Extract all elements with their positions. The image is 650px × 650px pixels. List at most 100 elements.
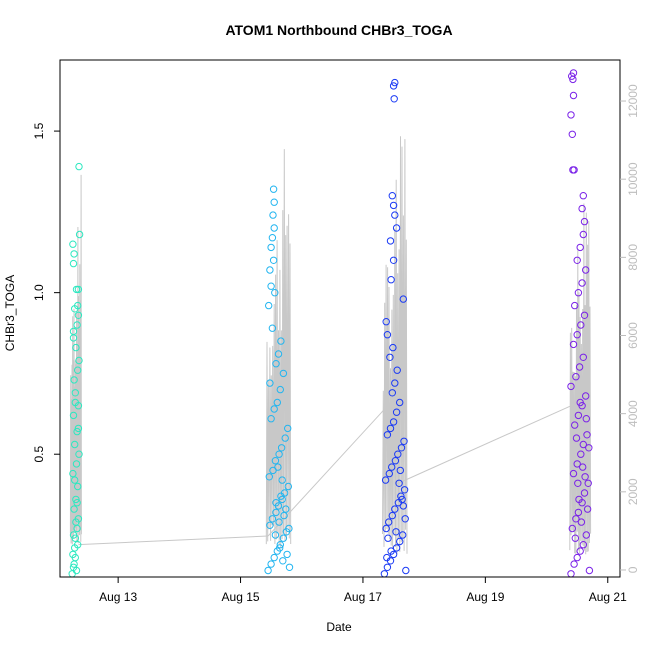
data-point-s1-22 bbox=[74, 366, 82, 374]
data-point-s4-43 bbox=[568, 130, 576, 139]
y-tick-label-3: 1.5 bbox=[32, 122, 46, 139]
data-point-s1-26 bbox=[73, 321, 81, 329]
data-point-s1-15 bbox=[75, 450, 83, 458]
data-point-s3-20 bbox=[394, 450, 402, 458]
data-point-s2-2 bbox=[267, 560, 275, 568]
data-point-s3-32 bbox=[389, 343, 397, 352]
data-point-s4-19 bbox=[571, 421, 579, 429]
data-point-s2-22 bbox=[284, 424, 292, 433]
data-point-s1-24 bbox=[72, 343, 80, 352]
data-point-s2-29 bbox=[272, 360, 280, 368]
data-point-s4-15 bbox=[573, 460, 581, 468]
data-point-s2-19 bbox=[275, 450, 283, 458]
data-point-s2-16 bbox=[265, 473, 273, 481]
data-point-s2-54 bbox=[279, 557, 287, 565]
data-point-s4-38 bbox=[580, 217, 589, 226]
data-point-s3-29 bbox=[391, 379, 399, 387]
data-point-s1-38 bbox=[74, 541, 82, 549]
data-point-s2-40 bbox=[270, 224, 278, 232]
altitude-trace-flight-4 bbox=[569, 203, 592, 555]
data-point-s3-53 bbox=[399, 502, 407, 510]
data-point-s4-8 bbox=[568, 524, 576, 533]
data-point-s1-44 bbox=[69, 327, 78, 336]
data-point-s4-35 bbox=[573, 256, 581, 264]
data-point-s2-42 bbox=[270, 198, 278, 206]
data-point-s3-27 bbox=[396, 398, 404, 407]
data-point-s1-37 bbox=[71, 553, 80, 562]
data-point-s2-46 bbox=[278, 476, 286, 484]
data-point-s3-34 bbox=[382, 318, 390, 326]
data-point-s4-33 bbox=[578, 279, 586, 287]
data-point-s3-39 bbox=[392, 224, 401, 232]
data-point-s4-54 bbox=[574, 479, 582, 487]
data-point-s4-7 bbox=[585, 566, 594, 575]
data-point-s4-42 bbox=[570, 166, 578, 174]
data-point-s3-23 bbox=[383, 431, 392, 439]
data-point-s2-23 bbox=[267, 415, 275, 423]
data-point-s2-39 bbox=[268, 234, 277, 242]
chart-title: ATOM1 Northbound CHBr3_TOGA bbox=[225, 22, 452, 38]
data-point-s3-18 bbox=[388, 463, 396, 471]
altitude-trace-flight-1 bbox=[69, 174, 82, 545]
data-point-s3-11 bbox=[388, 511, 396, 520]
data-point-s2-26 bbox=[276, 385, 284, 394]
data-point-s4-26 bbox=[579, 353, 587, 361]
data-point-s3-50 bbox=[387, 547, 395, 555]
data-point-s2-43 bbox=[269, 185, 278, 193]
data-point-s4-49 bbox=[575, 495, 583, 504]
data-point-s4-16 bbox=[577, 450, 585, 458]
data-point-s1-16 bbox=[71, 440, 79, 449]
data-point-s1-27 bbox=[74, 311, 83, 319]
data-point-s4-3 bbox=[573, 553, 581, 562]
altitude-connector-2 bbox=[267, 397, 396, 537]
data-point-s4-6 bbox=[582, 531, 590, 539]
data-point-s4-27 bbox=[569, 340, 578, 349]
data-point-s1-18 bbox=[69, 411, 78, 420]
data-point-s1-7 bbox=[69, 531, 78, 539]
data-point-s3-7 bbox=[399, 531, 407, 539]
data-point-s2-31 bbox=[277, 337, 285, 345]
data-point-s2-49 bbox=[274, 463, 282, 471]
y-tick-label-2: 1.0 bbox=[32, 284, 46, 301]
y-axis: 0.5 1.0 1.5 bbox=[32, 122, 60, 463]
data-point-s2-25 bbox=[273, 398, 281, 407]
y-tick-label-1: 0.5 bbox=[32, 446, 46, 463]
data-point-s2-5 bbox=[276, 541, 284, 549]
data-point-s2-34 bbox=[271, 289, 279, 297]
data-point-s2-20 bbox=[277, 444, 286, 452]
data-point-s2-27 bbox=[266, 379, 274, 387]
data-point-s3-40 bbox=[391, 211, 399, 219]
x-tick-label-2: Aug 15 bbox=[222, 590, 260, 604]
data-point-s4-56 bbox=[582, 415, 590, 423]
data-point-s4-45 bbox=[569, 91, 578, 100]
data-point-s4-36 bbox=[576, 243, 584, 252]
data-point-s3-6 bbox=[396, 537, 404, 546]
data-point-s4-22 bbox=[582, 392, 590, 400]
data-point-s2-24 bbox=[270, 405, 278, 413]
data-point-s2-15 bbox=[284, 482, 292, 491]
data-point-s3-48 bbox=[401, 515, 409, 523]
data-point-s4-12 bbox=[580, 489, 589, 497]
data-point-s2-8 bbox=[285, 563, 294, 571]
data-point-s2-41 bbox=[269, 211, 277, 219]
altitude-layer bbox=[69, 136, 592, 555]
data-point-s2-13 bbox=[278, 495, 286, 504]
data-point-s4-18 bbox=[583, 431, 591, 439]
x-tick-label-1: Aug 13 bbox=[99, 590, 137, 604]
data-point-s4-23 bbox=[567, 382, 575, 391]
data-point-s2-32 bbox=[268, 324, 277, 332]
data-point-s2-51 bbox=[280, 511, 288, 520]
data-point-s3-46 bbox=[395, 479, 403, 487]
data-point-s1-14 bbox=[72, 460, 81, 468]
data-point-s1-1 bbox=[68, 570, 76, 578]
data-point-s2-6 bbox=[279, 534, 288, 542]
data-point-s1-41 bbox=[71, 476, 79, 484]
data-point-s2-35 bbox=[267, 282, 275, 290]
data-point-s3-51 bbox=[392, 528, 400, 536]
x-tick-label-4: Aug 19 bbox=[466, 590, 504, 604]
data-point-s3-37 bbox=[389, 256, 398, 264]
data-point-s2-44 bbox=[272, 499, 280, 507]
data-point-s4-13 bbox=[584, 479, 592, 487]
data-point-s2-18 bbox=[271, 457, 280, 465]
